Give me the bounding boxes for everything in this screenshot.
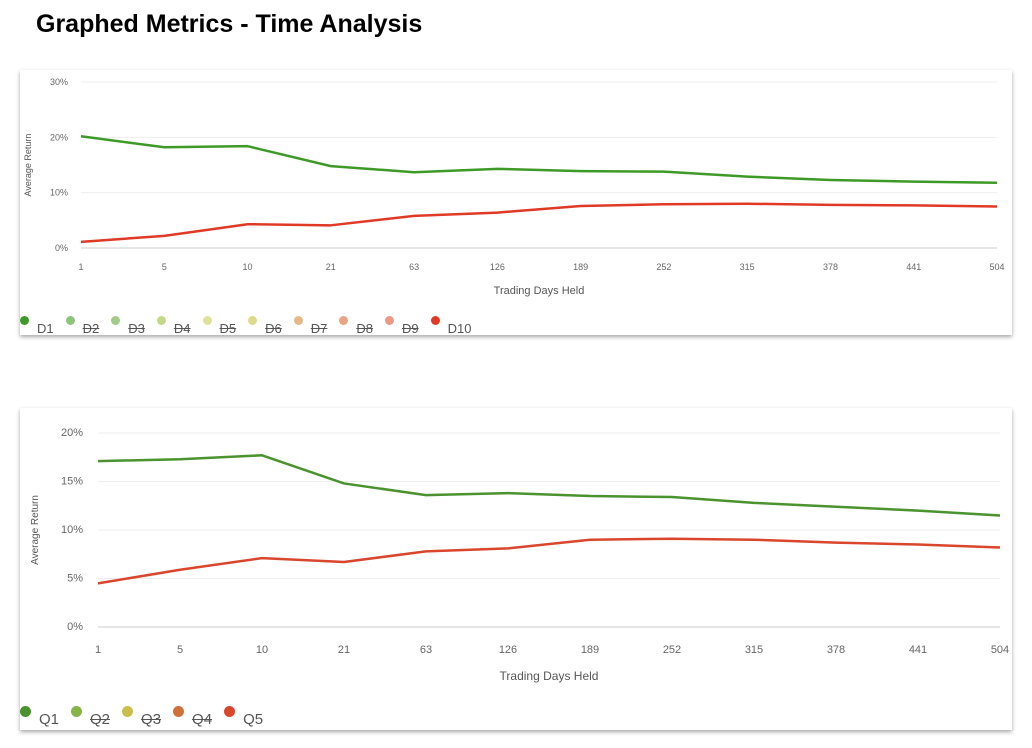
decile-chart-card: 0% 10% 20% 30% 1 5 10 21 63 126 189 252 315 378 441 504… <box>20 70 1012 336</box>
legend-dot-icon <box>293 316 303 325</box>
legend-label: Q4 <box>192 711 213 728</box>
x-tick-label: 441 <box>906 262 921 272</box>
legend-dot-icon <box>71 706 83 717</box>
legend-item-d8[interactable]: D8 <box>339 316 373 336</box>
legend-item-q2[interactable]: Q2 <box>71 706 110 728</box>
legend-label: D7 <box>310 321 328 336</box>
series-line-d10[interactable] <box>80 202 998 244</box>
legend-dot-icon <box>20 316 29 325</box>
legend: Q1 Q2 Q3 Q4 Q5 <box>20 706 275 728</box>
legend-item-q4[interactable]: Q4 <box>173 706 212 728</box>
x-tick-label: 5 <box>177 644 183 656</box>
quintile-chart-card: 0% 5% 10% 15% 20% 1 5 10 21 63 126 189 252 315 378 441 5… <box>20 408 1012 730</box>
y-tick-label: 20% <box>50 132 68 142</box>
legend-label: Q3 <box>141 711 162 728</box>
x-tick-label: 252 <box>656 262 671 272</box>
legend-item-d2[interactable]: D2 <box>65 316 100 336</box>
x-tick-label: 10 <box>256 644 268 656</box>
legend-item-d5[interactable]: D5 <box>202 316 237 336</box>
y-tick-label: 0% <box>55 243 68 253</box>
x-tick-label: 252 <box>663 644 681 656</box>
legend-label: D8 <box>356 321 373 336</box>
legend-item-d9[interactable]: D9 <box>385 316 419 336</box>
x-tick-label: 126 <box>499 644 517 656</box>
legend-item-d3[interactable]: D3 <box>111 316 145 336</box>
legend-label: D4 <box>173 321 191 336</box>
legend-item-d1[interactable]: D1 <box>20 316 54 336</box>
legend-dot-icon <box>248 316 258 325</box>
x-axis-title: Trading Days Held <box>500 669 599 683</box>
legend-dot-icon <box>430 316 440 325</box>
legend-dot-icon <box>156 316 166 325</box>
legend-label: Q1 <box>39 711 60 728</box>
legend-label: Q5 <box>243 711 264 728</box>
legend-label: D3 <box>128 321 145 336</box>
x-tick-label: 189 <box>573 262 588 272</box>
series-line-d1[interactable] <box>80 134 998 184</box>
x-tick-label: 63 <box>409 262 419 272</box>
legend-dot-icon <box>224 706 236 717</box>
x-tick-label: 315 <box>740 262 755 272</box>
legend-label: D2 <box>82 321 100 336</box>
legend-dot-icon <box>122 706 134 717</box>
x-tick-label: 504 <box>989 262 1004 272</box>
legend: D1 D2 D3 D4 D5 D6 D7 D8 D9 D10 <box>20 316 483 336</box>
y-tick-label: 30% <box>50 77 68 87</box>
y-tick-label: 10% <box>61 524 83 536</box>
x-tick-label: 504 <box>991 644 1009 656</box>
legend-item-d6[interactable]: D6 <box>248 316 282 336</box>
legend-dot-icon <box>111 316 121 325</box>
legend-label: D10 <box>447 321 472 336</box>
line-chart: 0% 10% 20% 30% 1 5 10 21 63 126 189 252 315 378 441 504… <box>23 77 1005 297</box>
x-tick-label: 63 <box>420 644 432 656</box>
y-tick-label: 5% <box>67 573 83 585</box>
legend-item-q3[interactable]: Q3 <box>122 706 161 728</box>
series-line-q1[interactable] <box>97 454 1001 517</box>
x-tick-label: 5 <box>162 262 167 272</box>
x-tick-label: 189 <box>581 644 599 656</box>
legend-label: D5 <box>219 321 237 336</box>
y-tick-label: 15% <box>61 476 83 488</box>
x-tick-label: 441 <box>909 644 927 656</box>
legend-label: D1 <box>37 321 54 336</box>
x-axis-title: Trading Days Held <box>494 285 585 297</box>
legend-dot-icon <box>339 316 349 325</box>
x-tick-label: 315 <box>745 644 763 656</box>
y-axis-title: Average Return <box>30 495 41 565</box>
x-tick-label: 10 <box>243 262 253 272</box>
legend-dot-icon <box>173 706 185 717</box>
legend-dot-icon <box>202 316 212 325</box>
legend-item-d7[interactable]: D7 <box>293 316 328 336</box>
x-tick-label: 21 <box>338 644 350 656</box>
y-axis-title: Average Return <box>23 134 33 197</box>
legend-label: Q2 <box>90 711 111 728</box>
y-tick-label: 0% <box>67 621 83 633</box>
x-tick-label: 126 <box>490 262 505 272</box>
page-title: Graphed Metrics - Time Analysis <box>36 10 423 38</box>
y-tick-label: 20% <box>61 427 83 439</box>
legend-item-d4[interactable]: D4 <box>156 316 191 336</box>
series-line-q5[interactable] <box>97 537 1001 585</box>
y-tick-label: 10% <box>50 188 68 198</box>
line-chart: 0% 5% 10% 15% 20% 1 5 10 21 63 126 189 252 315 378 441 5… <box>30 427 1009 683</box>
legend-item-q1[interactable]: Q1 <box>20 706 59 728</box>
legend-item-d10[interactable]: D10 <box>430 316 472 336</box>
x-tick-label: 1 <box>95 644 101 656</box>
legend-dot-icon <box>65 316 75 325</box>
legend-dot-icon <box>20 706 31 717</box>
x-tick-label: 1 <box>78 262 83 272</box>
legend-dot-icon <box>385 316 394 325</box>
legend-label: D9 <box>402 321 419 336</box>
x-tick-label: 378 <box>827 644 845 656</box>
legend-label: D6 <box>265 321 282 336</box>
x-tick-label: 21 <box>326 262 336 272</box>
legend-item-q5[interactable]: Q5 <box>224 706 263 728</box>
x-tick-label: 378 <box>823 262 838 272</box>
